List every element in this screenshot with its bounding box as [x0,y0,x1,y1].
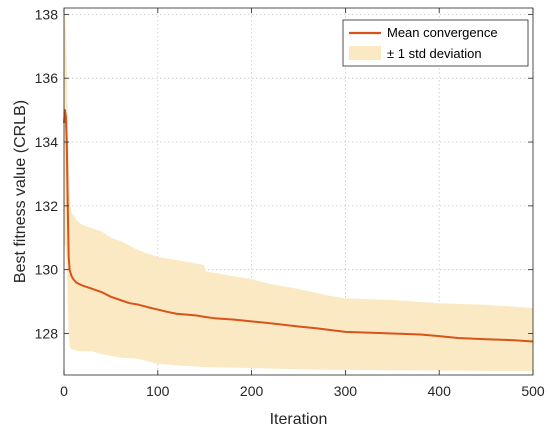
tick-layer: 0 100 200 300 400 500 128 130 132 134 136 138 [35,6,545,399]
x-axis-title: Iteration [270,411,328,428]
legend-label-mean: Mean convergence [387,25,498,40]
axes-box [63,7,534,376]
y-tick-label: 130 [35,262,59,278]
legend-label-std: ± 1 std deviation [387,46,482,61]
y-tick-label: 136 [35,70,59,86]
y-tick-label: 134 [35,134,59,150]
band-layer [64,11,533,372]
x-tick-label: 400 [428,383,452,399]
x-tick-label: 0 [60,383,68,399]
x-tick-label: 100 [146,383,170,399]
x-tick-label: 200 [240,383,264,399]
x-tick-label: 300 [334,383,358,399]
y-tick-label: 138 [35,6,59,22]
legend: Mean convergence ± 1 std deviation [342,19,529,67]
x-tick-label: 500 [521,383,545,399]
y-tick-label: 132 [35,198,59,214]
legend-band-swatch [349,46,381,60]
y-tick-label: 128 [35,326,59,342]
axes-layer [63,7,534,376]
line-layer [63,109,534,343]
y-axis-title: Best fitness value (CRLB) [12,100,29,283]
mean-convergence-line [63,109,534,343]
std-deviation-band [64,11,533,372]
